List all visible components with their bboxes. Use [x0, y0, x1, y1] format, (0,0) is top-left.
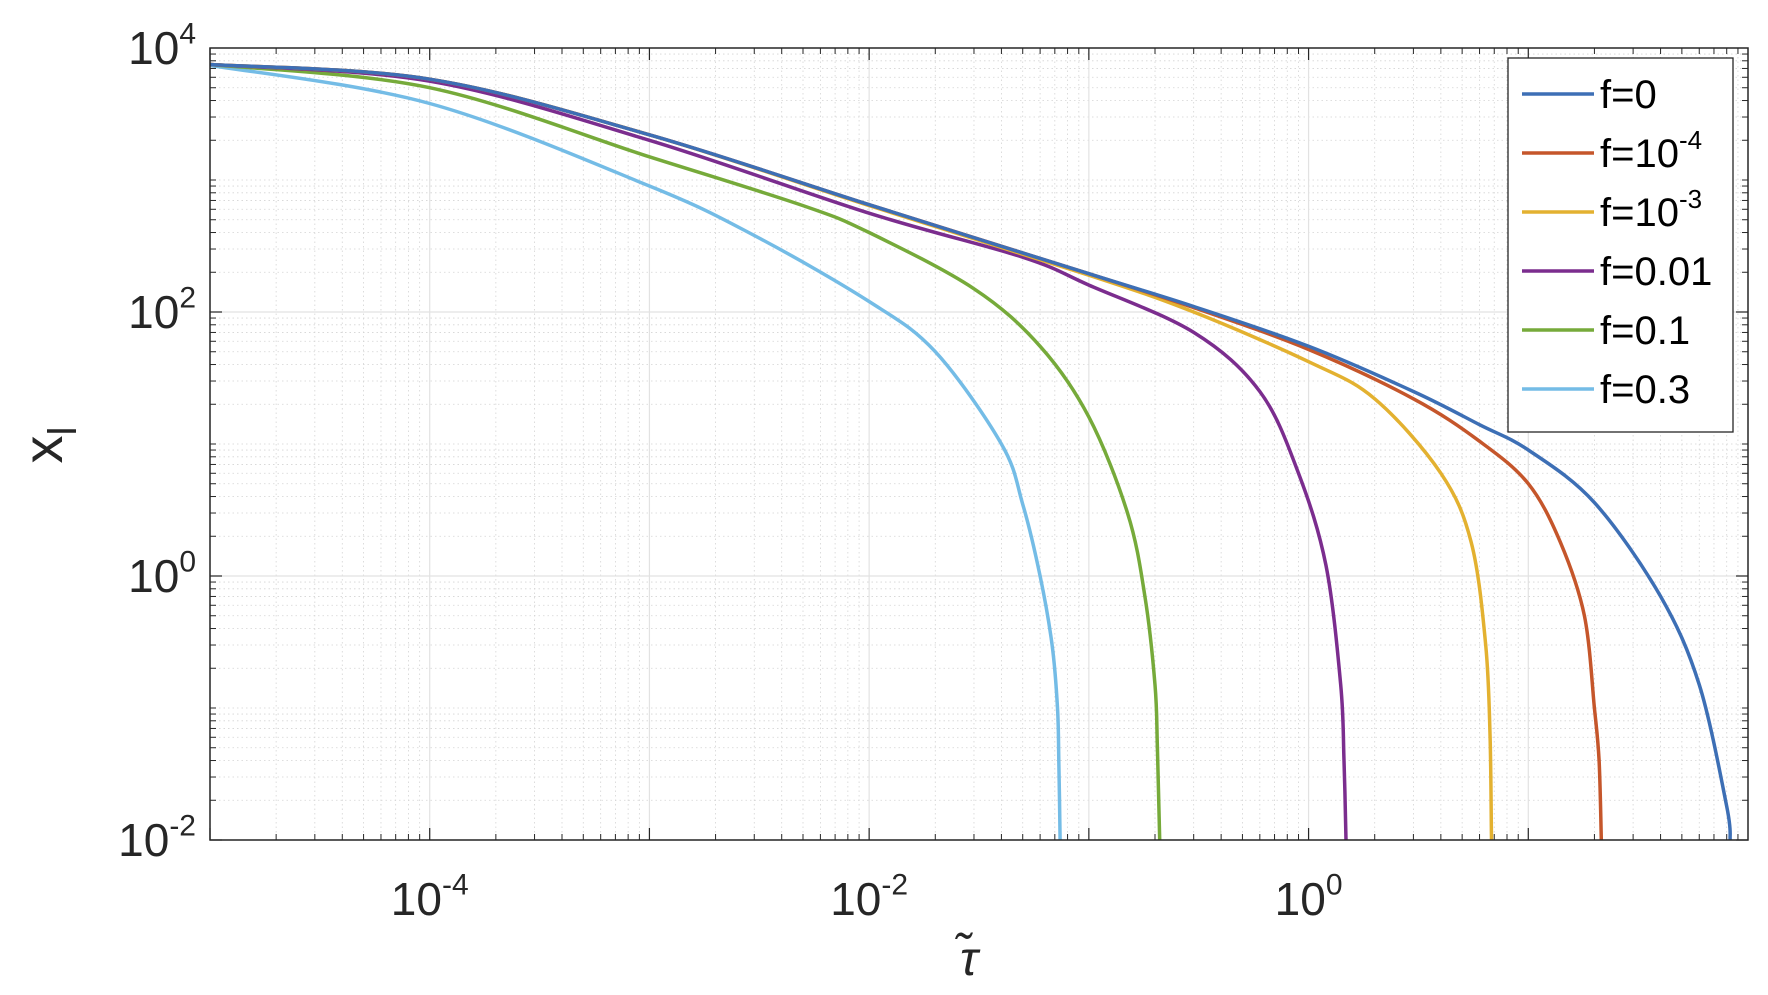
- legend-label-base: f=0.01: [1600, 250, 1712, 294]
- legend-item: f=0: [1522, 73, 1657, 117]
- y-tick-label: 102: [128, 281, 196, 338]
- series-line-5: [210, 63, 1062, 840]
- y-axis-label-sub: l: [41, 427, 85, 436]
- legend-label: f=10-4: [1600, 125, 1702, 176]
- x-tick-label-base: 10: [1275, 873, 1326, 925]
- x-tick-label-exp: -2: [881, 868, 908, 901]
- series-line-0: [210, 62, 1732, 840]
- legend-label: f=0.01: [1600, 250, 1712, 294]
- legend-item: f=10-4: [1522, 125, 1702, 176]
- legend-label-base: f=0.3: [1600, 368, 1690, 412]
- y-tick-label-exp: 0: [179, 545, 196, 578]
- series-layer: [210, 62, 1732, 840]
- legend-label-exp: -3: [1679, 184, 1702, 214]
- y-tick-label-base: 10: [128, 286, 179, 338]
- legend-label-base: f=0.1: [1600, 309, 1690, 353]
- minor-grid: [210, 48, 1748, 840]
- legend-label-base: f=10: [1600, 132, 1679, 176]
- axis-ticks: [209, 48, 1748, 841]
- y-tick-label-exp: 2: [179, 281, 196, 314]
- x-axis-label-text: τ̃: [955, 932, 981, 986]
- legend-label: f=10-3: [1600, 184, 1702, 235]
- x-tick-label: 100: [1275, 868, 1343, 925]
- y-axis-label-text: xl: [11, 427, 85, 464]
- x-tick-label-base: 10: [830, 873, 881, 925]
- legend-item: f=0.3: [1522, 368, 1690, 412]
- y-axis-label: xl: [11, 427, 85, 464]
- y-tick-label-base: 10: [128, 22, 179, 74]
- legend-label: f=0.3: [1600, 368, 1690, 412]
- y-axis-label-base: x: [11, 435, 74, 463]
- x-tick-label: 10-4: [391, 868, 469, 925]
- y-tick-label: 100: [128, 545, 196, 602]
- x-tick-labels: 10-4 10-2 100: [391, 868, 1343, 925]
- legend-box: [1507, 57, 1734, 433]
- x-tick-label-exp: 0: [1326, 868, 1343, 901]
- y-tick-label-base: 10: [118, 814, 169, 866]
- x-tick-label: 10-2: [830, 868, 908, 925]
- y-tick-label-exp: 4: [179, 17, 196, 50]
- legend-label-exp: -4: [1679, 125, 1702, 155]
- y-tick-label: 104: [128, 17, 196, 74]
- y-tick-label-exp: -2: [169, 809, 196, 842]
- legend-item: f=0.01: [1522, 250, 1712, 294]
- legend-label-base: f=0: [1600, 73, 1657, 117]
- y-tick-label-base: 10: [128, 550, 179, 602]
- legend-label: f=0: [1600, 73, 1657, 117]
- legend-label: f=0.1: [1600, 309, 1690, 353]
- series-line-4: [210, 62, 1162, 840]
- y-tick-label: 10-2: [118, 809, 196, 866]
- x-axis-label: τ̃: [955, 932, 981, 986]
- x-tick-label-exp: -4: [442, 868, 469, 901]
- legend-item: f=0.1: [1522, 309, 1690, 353]
- legend-label-base: f=10: [1600, 191, 1679, 235]
- legend: f=0f=10-4f=10-3f=0.01f=0.1f=0.3: [1507, 57, 1734, 433]
- legend-item: f=10-3: [1522, 184, 1702, 235]
- x-tick-label-base: 10: [391, 873, 442, 925]
- series-line-3: [210, 62, 1348, 840]
